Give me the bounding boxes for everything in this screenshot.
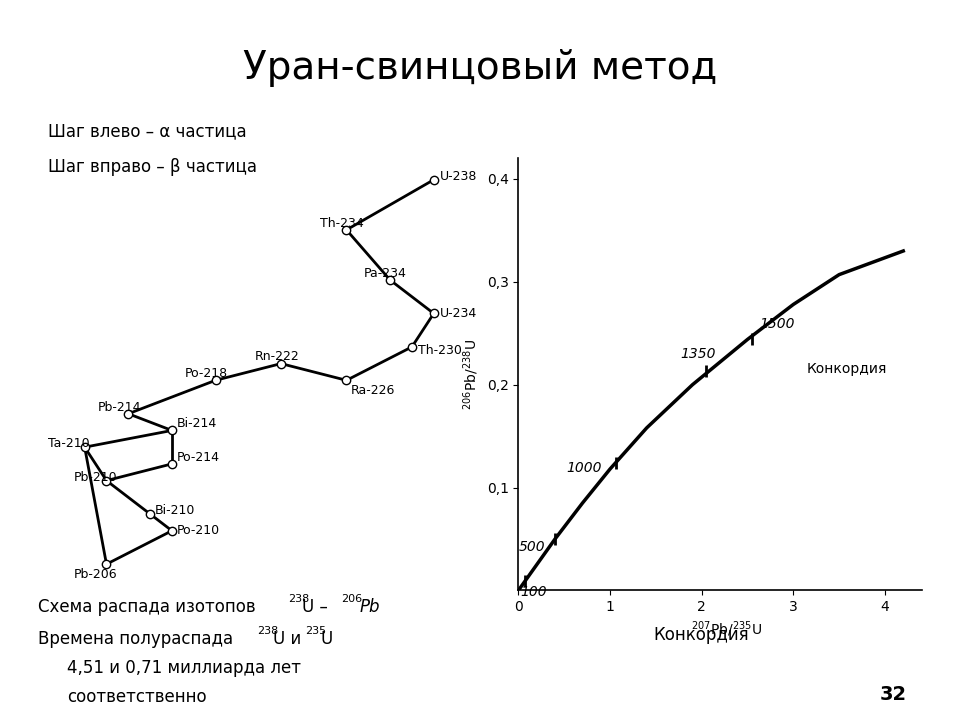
Text: Th-230: Th-230 xyxy=(419,343,463,356)
Text: Конкордия: Конкордия xyxy=(653,626,749,644)
Text: Po-210: Po-210 xyxy=(177,524,220,537)
Text: Bi-214: Bi-214 xyxy=(177,418,217,431)
Text: Конкордия: Конкордия xyxy=(807,362,887,377)
Text: Уран-свинцовый метод: Уран-свинцовый метод xyxy=(243,50,717,87)
Text: Th-234: Th-234 xyxy=(321,217,364,230)
Text: U-238: U-238 xyxy=(441,170,478,183)
Text: Bi-210: Bi-210 xyxy=(155,504,195,517)
Text: Po-214: Po-214 xyxy=(177,451,219,464)
Text: Pa-234: Pa-234 xyxy=(364,267,407,280)
Text: соответственно: соответственно xyxy=(67,688,206,706)
Text: Времена полураспада: Времена полураспада xyxy=(38,630,239,648)
Text: Шаг влево – α частица: Шаг влево – α частица xyxy=(48,122,247,140)
Text: U и: U и xyxy=(273,630,306,648)
Text: U: U xyxy=(321,630,333,648)
Text: Po-218: Po-218 xyxy=(185,367,228,380)
Text: Pb-214: Pb-214 xyxy=(98,400,141,413)
Text: 235: 235 xyxy=(305,626,326,636)
Text: 500: 500 xyxy=(518,541,545,554)
Text: Схема распада изотопов: Схема распада изотопов xyxy=(38,598,261,616)
Text: U –: U – xyxy=(302,598,333,616)
Text: Rn-222: Rn-222 xyxy=(254,351,300,364)
Text: Шаг вправо – β частица: Шаг вправо – β частица xyxy=(48,158,257,176)
Text: U-234: U-234 xyxy=(441,307,477,320)
Text: Ta-210: Ta-210 xyxy=(48,437,89,450)
Y-axis label: $^{206}$Pb/$^{238}$U: $^{206}$Pb/$^{238}$U xyxy=(462,339,481,410)
Text: Ra-226: Ra-226 xyxy=(350,384,396,397)
X-axis label:    $^{207}$Pb/$^{235}$U: $^{207}$Pb/$^{235}$U xyxy=(678,620,762,639)
Text: 4,51 и 0,71 миллиарда лет: 4,51 и 0,71 миллиарда лет xyxy=(67,659,301,677)
Text: 238: 238 xyxy=(257,626,278,636)
Text: 1350: 1350 xyxy=(681,347,716,361)
Text: Pb-206: Pb-206 xyxy=(74,567,117,581)
Text: 100: 100 xyxy=(520,585,547,599)
Text: 238: 238 xyxy=(288,594,309,604)
Text: 1500: 1500 xyxy=(759,318,795,331)
Text: 32: 32 xyxy=(879,685,906,704)
Text: Pb: Pb xyxy=(360,598,380,616)
Text: Pb-210: Pb-210 xyxy=(74,471,117,484)
Text: 206: 206 xyxy=(341,594,362,604)
Text: 1000: 1000 xyxy=(566,462,602,475)
